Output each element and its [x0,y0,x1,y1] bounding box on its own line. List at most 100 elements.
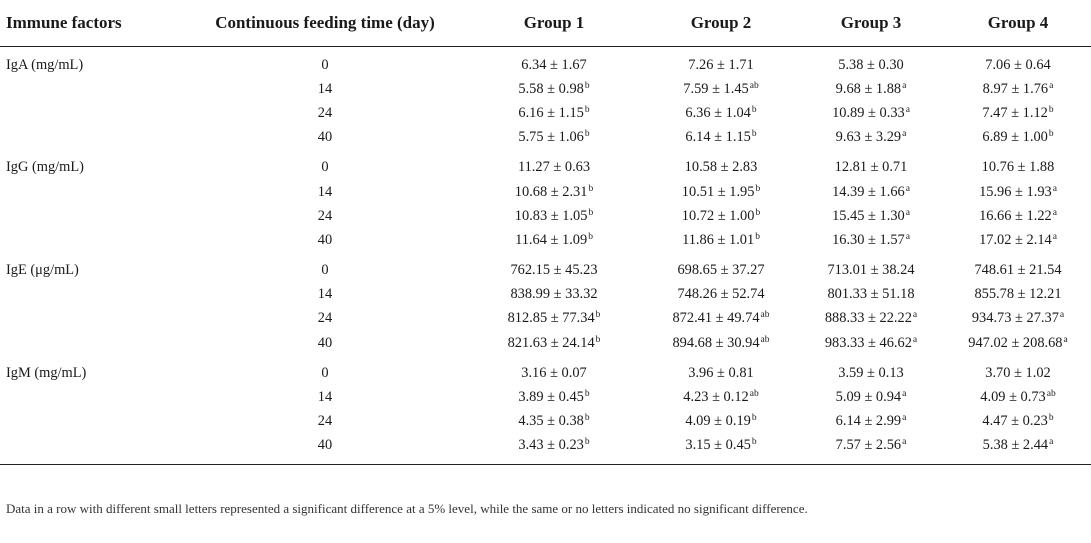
table-row: 24 6.16 ± 1.15b 6.36 ± 1.04b 10.89 ± 0.33a 7… [0,101,1091,125]
mean-sd-value: 17.02 ± 2.14 [979,231,1052,248]
value-cell: 7.59 ± 1.45ab [645,77,797,101]
mean-sd-value: 3.70 ± 1.02 [985,364,1051,381]
value-cell: 3.96 ± 0.81 [645,355,797,385]
mean-sd-value: 6.14 ± 1.15 [685,129,751,146]
value-cell: 3.43 ± 0.23b [463,433,645,465]
value-cell: 5.38 ± 0.30 [797,47,945,78]
mean-sd-value: 8.97 ± 1.76 [982,80,1049,97]
value-cell: 10.72 ± 1.00b [645,204,797,228]
header-cell: Continuous feeding time (day) [187,0,463,47]
significance-letter: ab [749,389,759,400]
value-cell: 888.33 ± 22.22a [797,307,945,331]
mean-sd-value: 3.59 ± 0.13 [838,364,904,381]
mean-sd-value: 934.73 ± 27.37 [971,310,1059,327]
value-cell: 6.14 ± 2.99a [797,410,945,434]
factor-cell: IgA (mg/mL) [6,56,84,73]
significance-letter: ab [1046,389,1056,400]
value-cell: 17.02 ± 2.14a [945,228,1091,252]
value-cell: 6.14 ± 1.15b [645,126,797,150]
value-cell: 9.63 ± 3.29a [797,126,945,150]
value-cell: 983.33 ± 46.62a [797,331,945,355]
value-cell: 801.33 ± 51.18 [797,283,945,307]
value-cell: 16.30 ± 1.57a [797,228,945,252]
significance-letter: b [755,183,761,194]
mean-sd-value: 5.38 ± 2.44 [982,437,1049,454]
mean-sd-value: 4.23 ± 0.12 [683,389,749,406]
value-cell: 10.58 ± 2.83 [645,150,797,180]
value-cell: 9.68 ± 1.88a [797,77,945,101]
value-cell: 6.36 ± 1.04b [645,101,797,125]
mean-sd-value: 947.02 ± 208.68 [968,334,1063,351]
significance-letter: b [1048,413,1054,424]
mean-sd-value: 15.45 ± 1.30 [832,207,905,224]
mean-sd-value: 762.15 ± 45.23 [510,262,598,279]
value-cell: 15.45 ± 1.30a [797,204,945,228]
mean-sd-value: 6.34 ± 1.67 [521,56,587,73]
significance-letter: b [1048,104,1054,115]
factor-cell: IgE (μg/mL) [6,262,79,279]
mean-sd-value: 872.41 ± 49.74 [672,310,760,327]
mean-sd-value: 6.14 ± 2.99 [835,413,902,430]
significance-letter: b [751,437,757,448]
factor-cell [0,433,187,465]
table-row: 14 5.58 ± 0.98b 7.59 ± 1.45ab 9.68 ± 1.88a 8… [0,77,1091,101]
significance-letter: a [1049,437,1054,448]
mean-sd-value: 6.16 ± 1.15 [518,104,584,121]
day-cell: 24 [317,207,333,224]
value-cell: 748.61 ± 21.54 [945,253,1091,283]
day-cell: 14 [317,80,333,97]
significance-letter: a [912,310,918,321]
header-cell: Group 4 [945,0,1091,47]
value-cell: 10.68 ± 2.31b [463,180,645,204]
factor-cell [0,180,187,204]
significance-letter: a [1063,334,1068,345]
value-cell: 6.16 ± 1.15b [463,101,645,125]
value-cell: 934.73 ± 27.37a [945,307,1091,331]
factor-cell [0,77,187,101]
significance-letter: a [905,207,910,218]
header-row: Immune factors Continuous feeding time (… [0,0,1091,47]
significance-letter: a [902,80,907,91]
value-cell: 6.34 ± 1.67 [463,47,645,78]
significance-letter: b [751,129,757,140]
value-cell: 872.41 ± 49.74ab [645,307,797,331]
mean-sd-value: 5.75 ± 1.06 [518,129,584,146]
day-cell: 0 [321,364,329,381]
mean-sd-value: 16.66 ± 1.22 [979,207,1052,224]
significance-letter: ab [760,310,770,321]
day-cell: 14 [317,389,333,406]
value-cell: 5.09 ± 0.94a [797,385,945,409]
mean-sd-value: 16.30 ± 1.57 [832,231,905,248]
significance-letter: ab [760,334,770,345]
table-row: 24 10.83 ± 1.05b 10.72 ± 1.00b 15.45 ± 1.30… [0,204,1091,228]
value-cell: 15.96 ± 1.93a [945,180,1091,204]
table-body: IgA (mg/mL) 0 6.34 ± 1.67 7.26 ± 1.71 5.38 ±… [0,47,1091,465]
day-cell: 24 [317,104,333,121]
value-cell: 5.38 ± 2.44a [945,433,1091,465]
significance-letter: a [1052,183,1057,194]
value-cell: 10.89 ± 0.33a [797,101,945,125]
mean-sd-value: 6.89 ± 1.00 [982,129,1048,146]
mean-sd-value: 3.16 ± 0.07 [521,364,587,381]
table-row: 24 812.85 ± 77.34b 872.41 ± 49.74ab 888.33 … [0,307,1091,331]
value-cell: 11.27 ± 0.63 [463,150,645,180]
mean-sd-value: 3.15 ± 0.45 [685,437,751,454]
header-cell: Group 2 [645,0,797,47]
significance-letter: a [1052,231,1057,242]
value-cell: 4.23 ± 0.12ab [645,385,797,409]
significance-letter: a [902,129,907,140]
significance-letter: a [902,389,907,400]
factor-cell [0,307,187,331]
value-cell: 7.47 ± 1.12b [945,101,1091,125]
mean-sd-value: 9.63 ± 3.29 [835,129,902,146]
day-cell: 0 [321,56,329,73]
header-cell: Group 1 [463,0,645,47]
significance-letter: b [584,80,590,91]
mean-sd-value: 748.61 ± 21.54 [974,262,1062,279]
value-cell: 3.15 ± 0.45b [645,433,797,465]
value-cell: 3.16 ± 0.07 [463,355,645,385]
significance-letter: a [905,183,910,194]
value-cell: 855.78 ± 12.21 [945,283,1091,307]
significance-letter: a [1059,310,1065,321]
mean-sd-value: 888.33 ± 22.22 [824,310,912,327]
